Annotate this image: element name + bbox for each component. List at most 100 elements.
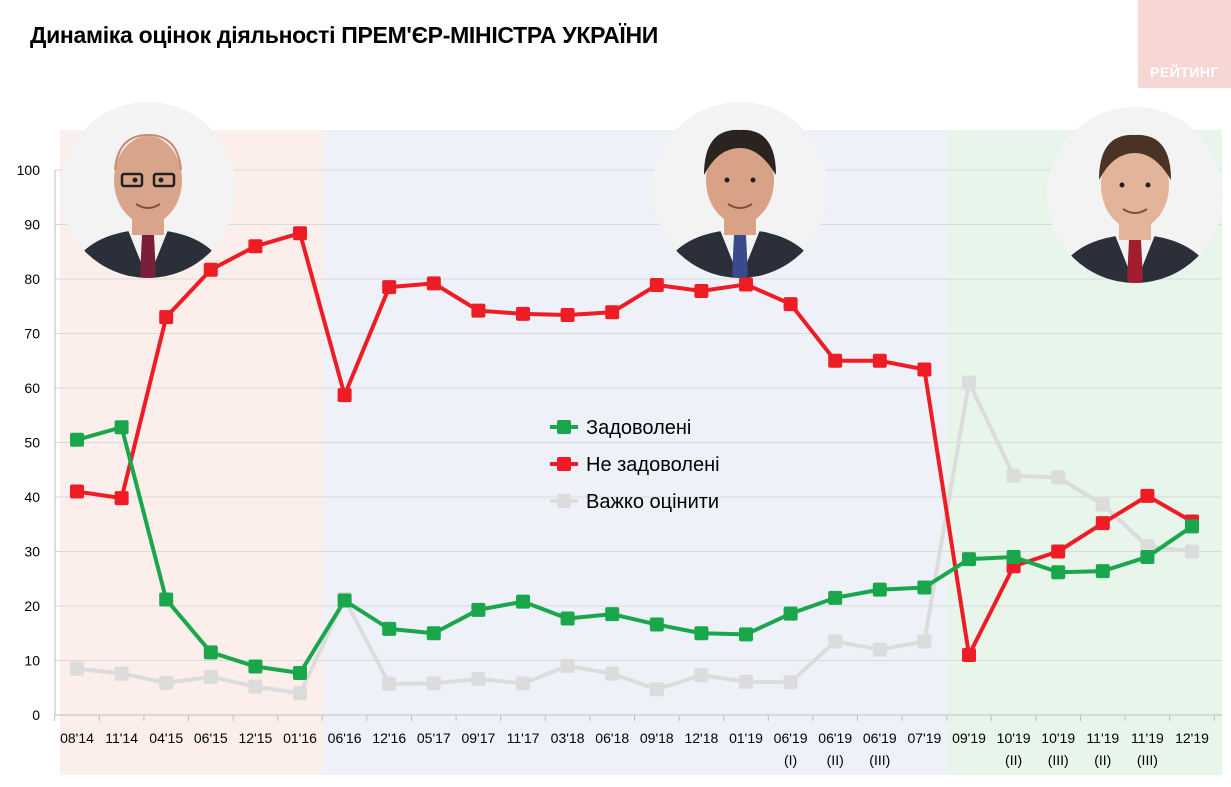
data-point [248, 239, 263, 254]
y-tick-label: 70 [24, 326, 40, 342]
data-point [828, 590, 843, 605]
data-point [739, 277, 753, 292]
legend-item: Не задоволені [550, 454, 720, 476]
x-tick-sublabel: (III) [869, 752, 890, 768]
x-tick-label: 09'17 [461, 730, 495, 746]
data-point [248, 659, 263, 674]
axes: 0 10 20 30 40 50 60 70 80 90 100 08'14 11'14 04'15 06'… [17, 162, 1222, 768]
x-tick-label: 06'19 [863, 730, 897, 746]
data-point [203, 262, 218, 277]
eye-shape [132, 177, 138, 183]
data-point [1095, 516, 1110, 531]
y-tick-label: 40 [24, 489, 40, 505]
tie-shape [140, 235, 156, 278]
series-2 [70, 375, 1199, 701]
series-line [76, 231, 1193, 658]
x-tick-label: 12'19 [1175, 730, 1209, 746]
y-tick-label: 60 [24, 380, 40, 396]
y-tick-label: 80 [24, 271, 40, 287]
data-point [783, 297, 798, 312]
data-point [1140, 549, 1155, 564]
hair-shape [114, 133, 182, 171]
data-point [1140, 488, 1155, 503]
data-point [426, 276, 441, 291]
chart-title: Динаміка оцінок діяльності ПРЕМ'ЄР-МІНІС… [30, 22, 658, 48]
data-point [516, 306, 530, 321]
data-point [516, 594, 530, 609]
mouth-shape [727, 203, 753, 209]
data-point [1095, 497, 1110, 512]
data-point [471, 303, 486, 318]
x-tick-label: 06'19 [774, 730, 808, 746]
data-point [1006, 468, 1021, 483]
y-tick-label: 10 [24, 653, 40, 669]
data-point [248, 679, 263, 694]
series-layer [70, 226, 1199, 701]
data-point [605, 666, 620, 681]
data-point [471, 602, 486, 617]
data-point [114, 666, 129, 681]
x-tick-label: 11'19 [1086, 730, 1119, 746]
data-point [962, 552, 976, 567]
y-tick-label: 30 [24, 544, 40, 560]
x-tick-sublabel: (II) [1005, 752, 1022, 768]
data-point [293, 226, 307, 241]
y-tick-label: 50 [24, 435, 40, 451]
data-point [159, 310, 174, 325]
x-tick-label: 12'18 [684, 730, 718, 746]
rating-logo: РЕЙТИНГ [1138, 0, 1231, 88]
x-tick-label: 05'17 [417, 730, 451, 746]
mouth-shape [1122, 208, 1148, 214]
data-point [605, 607, 620, 622]
data-point [337, 593, 352, 608]
data-point [560, 658, 575, 673]
data-point [382, 280, 397, 295]
data-point [694, 668, 709, 683]
data-point [739, 674, 753, 689]
data-point [1095, 564, 1110, 579]
x-tick-label: 01'19 [729, 730, 763, 746]
data-point [382, 676, 397, 691]
hair-shape [704, 129, 776, 175]
y-tick-label: 90 [24, 217, 40, 233]
legend-item: Важко оцінити [550, 491, 719, 513]
data-point [382, 621, 397, 636]
data-point [203, 645, 218, 660]
x-tick-label: 10'19 [1041, 730, 1075, 746]
data-point [694, 626, 709, 641]
x-tick-sublabel: (II) [827, 752, 844, 768]
data-point [471, 672, 486, 687]
data-point [872, 353, 887, 368]
x-tick-label: 06'16 [328, 730, 362, 746]
legend-label: Задоволені [586, 417, 691, 439]
x-tick-sublabel: (II) [1094, 752, 1111, 768]
honcharuk-portrait [1047, 107, 1223, 283]
x-tick-label: 08'14 [60, 730, 94, 746]
x-tick-label: 11'17 [507, 730, 540, 746]
data-point [1185, 544, 1199, 559]
data-point [560, 611, 575, 626]
legend-label: Важко оцінити [586, 491, 719, 513]
series-line [76, 380, 1193, 696]
data-point [337, 388, 352, 403]
data-point [293, 666, 307, 681]
eye-shape [1145, 182, 1151, 188]
hair-shape [1099, 134, 1171, 180]
data-point [426, 626, 441, 641]
glasses-icon [120, 172, 144, 188]
eye-shape [750, 177, 756, 183]
data-point [293, 686, 307, 701]
data-point [649, 682, 664, 697]
x-tick-sublabel: (III) [1137, 752, 1158, 768]
x-tick-label: 01'16 [283, 730, 317, 746]
data-point [203, 669, 218, 684]
data-point [917, 580, 932, 595]
x-tick-sublabel: (III) [1048, 752, 1069, 768]
series-0 [70, 420, 1199, 681]
x-tick-label: 03'18 [551, 730, 585, 746]
data-point [70, 432, 84, 447]
x-tick-label: 04'15 [149, 730, 183, 746]
data-point [872, 642, 887, 657]
y-tick-label: 100 [17, 162, 41, 178]
